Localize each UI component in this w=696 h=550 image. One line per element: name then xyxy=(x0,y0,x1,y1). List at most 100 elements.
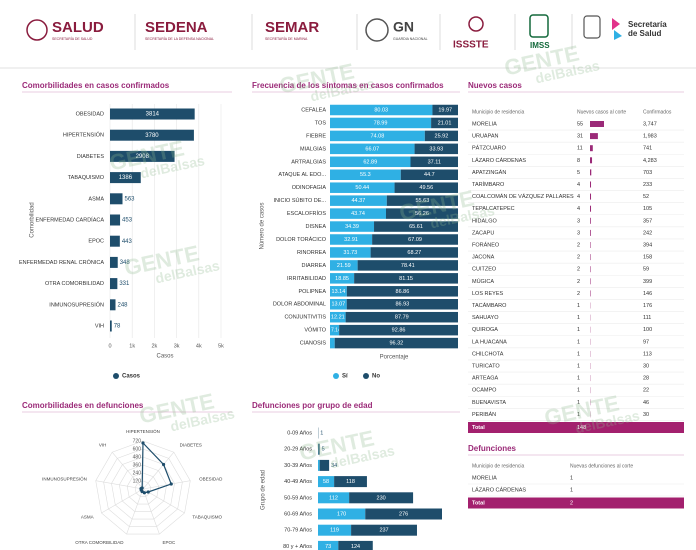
bar-segment xyxy=(330,130,425,142)
data-label: 68.27 xyxy=(407,250,421,256)
data-label: 2908 xyxy=(136,154,150,160)
bar-segment xyxy=(357,260,458,271)
bar xyxy=(110,235,120,247)
y-axis-label: Comorbilidad xyxy=(30,202,36,237)
axis-label: EPOC xyxy=(162,540,176,545)
table-cell: 3 xyxy=(577,230,580,236)
bar-segment xyxy=(318,443,320,455)
bar-segment xyxy=(330,221,375,232)
table-cell: 1,983 xyxy=(643,134,657,140)
y-tick-label: 20-29 Años xyxy=(284,447,312,453)
table-cell: PERIBÁN xyxy=(472,411,496,418)
table-header: Municipio de residencia xyxy=(472,463,524,469)
bar-segment xyxy=(339,324,458,336)
legend-label: No xyxy=(372,374,380,380)
data-label: 348 xyxy=(120,260,131,266)
bar-segment xyxy=(330,117,432,129)
bar xyxy=(110,150,175,162)
bar-segment xyxy=(318,508,366,520)
data-label: 50.44 xyxy=(355,185,369,191)
x-tick-label: 3k xyxy=(174,343,180,349)
table-header: Nuevas defunciones al corte xyxy=(570,463,633,469)
data-label: 112 xyxy=(329,495,338,501)
bar-segment xyxy=(334,476,367,488)
table-cell: 2 xyxy=(577,291,580,297)
x-tick-label: 2k xyxy=(151,343,157,349)
y-tick-label: CIANOSIS xyxy=(300,341,327,347)
table-cell: 30 xyxy=(643,412,649,418)
data-label: 1 xyxy=(320,430,323,436)
table-cell: 105 xyxy=(643,206,652,212)
bar-segment xyxy=(318,540,339,550)
data-label: 44.7 xyxy=(424,172,435,178)
table-cell: 1 xyxy=(570,487,573,493)
y-tick-label: RINORREA xyxy=(297,250,326,256)
data-label: 78.41 xyxy=(401,263,415,269)
data-label: 119 xyxy=(330,528,339,534)
axis-label: DIABETES xyxy=(180,443,202,448)
data-label: 58 xyxy=(323,479,329,485)
logo-text: Secretaría xyxy=(628,20,667,29)
table-cell: 2 xyxy=(577,255,580,261)
y-tick-label: VÓMITO xyxy=(304,327,326,334)
bar-segment xyxy=(431,117,458,129)
axis-label: OBESIDAD xyxy=(199,476,223,481)
bar xyxy=(110,256,118,268)
data-label: 25.92 xyxy=(435,133,449,139)
table-cell: PÁTZCUARO xyxy=(472,145,507,152)
spoke xyxy=(111,452,144,490)
y-tick-label: 60-69 Años xyxy=(284,511,312,517)
total-row xyxy=(468,422,684,433)
y-tick-label: POLIPNEA xyxy=(298,289,326,295)
radar-point xyxy=(161,462,166,467)
bar-segment xyxy=(345,311,458,323)
table-cell: MORELIA xyxy=(472,475,497,481)
data-label: 33.93 xyxy=(429,146,443,152)
data-label: 74.08 xyxy=(371,133,385,139)
data-label: 237 xyxy=(379,528,388,534)
table-header: Confirmados xyxy=(643,109,672,115)
cell-bar xyxy=(590,266,591,273)
data-label: 55.63 xyxy=(416,198,430,204)
axis-label: HIPERTENSIÓN xyxy=(126,428,160,434)
data-label: 18.85 xyxy=(335,276,349,282)
x-tick-label: 4k xyxy=(196,343,202,349)
y-tick-label: DISNEA xyxy=(306,224,327,230)
table-cell: 1 xyxy=(577,363,580,369)
spoke xyxy=(142,488,185,514)
cell-bar xyxy=(590,169,592,176)
bar-segment xyxy=(394,182,458,193)
bar-segment xyxy=(330,324,340,336)
data-label: 443 xyxy=(122,239,133,245)
logo-icon xyxy=(612,18,620,30)
bar-segment xyxy=(410,156,458,168)
y-tick-label: DOLOR TORÁCICO xyxy=(276,236,327,243)
table-cell: LOS REYES xyxy=(472,291,504,297)
data-label: 19.97 xyxy=(438,107,452,113)
data-label: 96.32 xyxy=(389,341,403,347)
data-label: 118 xyxy=(346,479,355,485)
table-cell: 46 xyxy=(643,400,649,406)
grid-line xyxy=(103,448,183,527)
table-cell: 158 xyxy=(643,255,652,261)
y-tick-label: INICIO SÚBITO DE... xyxy=(274,197,327,204)
bar-segment xyxy=(386,195,458,206)
logo-icon xyxy=(529,14,549,38)
bar-segment xyxy=(330,311,346,323)
bar-segment xyxy=(424,130,458,142)
bar xyxy=(110,129,194,141)
table-cell: 55 xyxy=(577,121,583,127)
bar xyxy=(110,299,116,311)
y-tick-label: OTRA COMORBILIDAD xyxy=(45,281,104,287)
table-cell: 52 xyxy=(643,194,649,200)
y-tick-label: ASMA xyxy=(88,196,104,202)
cell-bar xyxy=(590,181,592,188)
spoke xyxy=(126,488,144,535)
logo-subtitle: SECRETARÍA DE SALUD xyxy=(52,37,93,41)
grid-line xyxy=(111,456,175,520)
data-label: 80.03 xyxy=(374,107,388,113)
radar-point xyxy=(169,482,173,486)
data-label: 78.99 xyxy=(374,120,388,126)
y-tick-label: ESCALOFRÍOS xyxy=(287,210,326,217)
bar-segment xyxy=(330,156,411,168)
